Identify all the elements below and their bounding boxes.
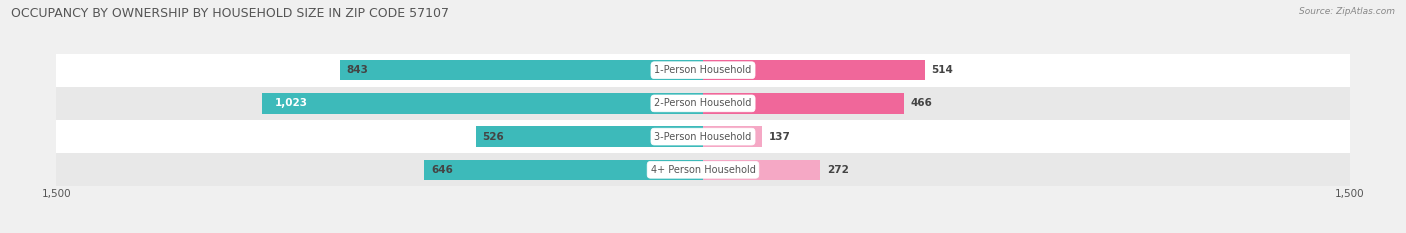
Text: 843: 843 [346, 65, 368, 75]
Bar [477, 126, 703, 147]
Text: 137: 137 [769, 132, 790, 142]
Bar [56, 120, 1350, 153]
Text: 526: 526 [482, 132, 505, 142]
Text: 3-Person Household: 3-Person Household [654, 132, 752, 142]
Text: 646: 646 [430, 165, 453, 175]
Bar [339, 60, 703, 80]
Text: 4+ Person Household: 4+ Person Household [651, 165, 755, 175]
Bar [703, 126, 762, 147]
Text: 466: 466 [911, 98, 932, 108]
Bar [425, 160, 703, 180]
Bar [56, 153, 1350, 186]
Bar [262, 93, 703, 114]
Text: 1,023: 1,023 [274, 98, 308, 108]
Text: OCCUPANCY BY OWNERSHIP BY HOUSEHOLD SIZE IN ZIP CODE 57107: OCCUPANCY BY OWNERSHIP BY HOUSEHOLD SIZE… [11, 7, 450, 20]
Text: Source: ZipAtlas.com: Source: ZipAtlas.com [1299, 7, 1395, 16]
Text: 272: 272 [827, 165, 849, 175]
Bar [56, 54, 1350, 87]
Text: 1-Person Household: 1-Person Household [654, 65, 752, 75]
Text: 514: 514 [931, 65, 953, 75]
Bar [703, 160, 820, 180]
Bar [56, 87, 1350, 120]
Text: 2-Person Household: 2-Person Household [654, 98, 752, 108]
Bar [703, 93, 904, 114]
Bar [703, 60, 925, 80]
